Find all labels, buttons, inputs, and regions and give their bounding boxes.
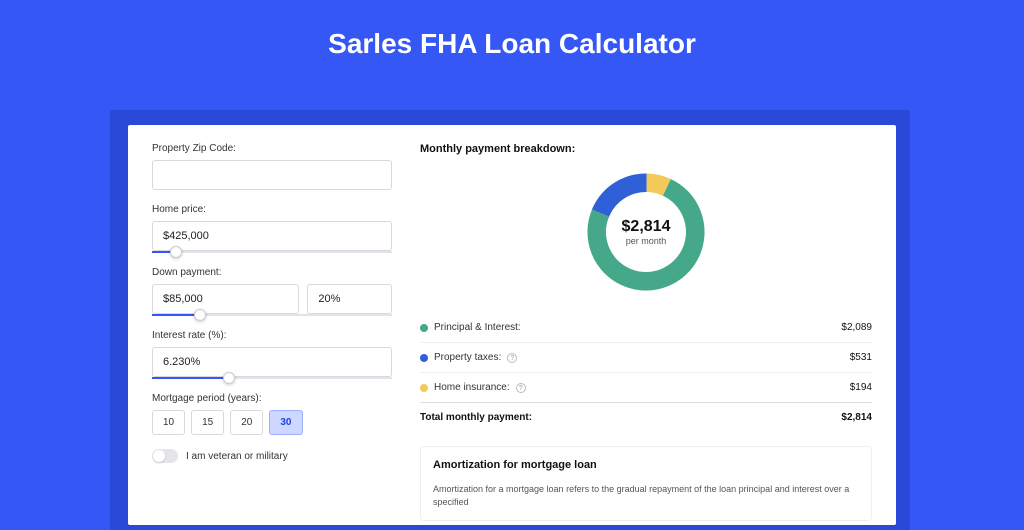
down-payment-slider[interactable] bbox=[152, 314, 392, 316]
slider-thumb[interactable] bbox=[223, 372, 235, 384]
legend: Principal & Interest: $2,089 Property taxe… bbox=[420, 313, 872, 402]
donut-center: $2,814 per month bbox=[622, 218, 671, 246]
breakdown-column: Monthly payment breakdown: $2,814 per mo… bbox=[412, 143, 872, 507]
info-icon[interactable]: ? bbox=[507, 353, 517, 363]
period-buttons: 10152030 bbox=[152, 410, 392, 435]
donut-chart: $2,814 per month bbox=[581, 167, 711, 297]
down-payment-label: Down payment: bbox=[152, 267, 392, 278]
interest-slider[interactable] bbox=[152, 377, 392, 379]
legend-dot bbox=[420, 354, 428, 362]
legend-row: Home insurance:? $194 bbox=[420, 373, 872, 402]
legend-value: $2,089 bbox=[841, 322, 872, 333]
total-row: Total monthly payment: $2,814 bbox=[420, 402, 872, 432]
calculator-card: Property Zip Code: Home price: Down paym… bbox=[128, 125, 896, 525]
period-btn-20[interactable]: 20 bbox=[230, 410, 263, 435]
slider-thumb[interactable] bbox=[194, 309, 206, 321]
home-price-label: Home price: bbox=[152, 204, 392, 215]
legend-dot bbox=[420, 384, 428, 392]
veteran-label: I am veteran or military bbox=[186, 451, 288, 462]
veteran-row: I am veteran or military bbox=[152, 449, 392, 463]
donut-chart-wrap: $2,814 per month bbox=[420, 167, 872, 297]
legend-row: Principal & Interest: $2,089 bbox=[420, 313, 872, 343]
total-value: $2,814 bbox=[841, 412, 872, 423]
home-price-input[interactable] bbox=[152, 221, 392, 251]
legend-row: Property taxes:? $531 bbox=[420, 343, 872, 373]
interest-field: Interest rate (%): bbox=[152, 330, 392, 379]
home-price-field: Home price: bbox=[152, 204, 392, 253]
slider-thumb[interactable] bbox=[170, 246, 182, 258]
period-field: Mortgage period (years): 10152030 bbox=[152, 393, 392, 435]
down-payment-pct-input[interactable] bbox=[307, 284, 392, 314]
amortization-card: Amortization for mortgage loan Amortizat… bbox=[420, 446, 872, 521]
donut-value: $2,814 bbox=[622, 218, 671, 236]
breakdown-title: Monthly payment breakdown: bbox=[420, 143, 872, 155]
total-label: Total monthly payment: bbox=[420, 412, 532, 423]
amortization-text: Amortization for a mortgage loan refers … bbox=[433, 483, 859, 508]
page-title: Sarles FHA Loan Calculator bbox=[0, 0, 1024, 82]
donut-sub: per month bbox=[622, 236, 671, 246]
period-btn-30[interactable]: 30 bbox=[269, 410, 302, 435]
zip-field: Property Zip Code: bbox=[152, 143, 392, 190]
legend-label: Principal & Interest: bbox=[434, 322, 521, 333]
veteran-toggle[interactable] bbox=[152, 449, 178, 463]
interest-input[interactable] bbox=[152, 347, 392, 377]
info-icon[interactable]: ? bbox=[516, 383, 526, 393]
form-column: Property Zip Code: Home price: Down paym… bbox=[152, 143, 412, 507]
period-label: Mortgage period (years): bbox=[152, 393, 392, 404]
legend-value: $194 bbox=[850, 382, 872, 393]
legend-label: Home insurance: bbox=[434, 382, 510, 393]
legend-label: Property taxes: bbox=[434, 352, 501, 363]
zip-label: Property Zip Code: bbox=[152, 143, 392, 154]
home-price-slider[interactable] bbox=[152, 251, 392, 253]
legend-dot bbox=[420, 324, 428, 332]
amortization-title: Amortization for mortgage loan bbox=[433, 459, 859, 471]
down-payment-field: Down payment: bbox=[152, 267, 392, 316]
legend-value: $531 bbox=[850, 352, 872, 363]
toggle-knob bbox=[153, 450, 165, 462]
zip-input[interactable] bbox=[152, 160, 392, 190]
down-payment-input[interactable] bbox=[152, 284, 299, 314]
interest-label: Interest rate (%): bbox=[152, 330, 392, 341]
period-btn-15[interactable]: 15 bbox=[191, 410, 224, 435]
period-btn-10[interactable]: 10 bbox=[152, 410, 185, 435]
